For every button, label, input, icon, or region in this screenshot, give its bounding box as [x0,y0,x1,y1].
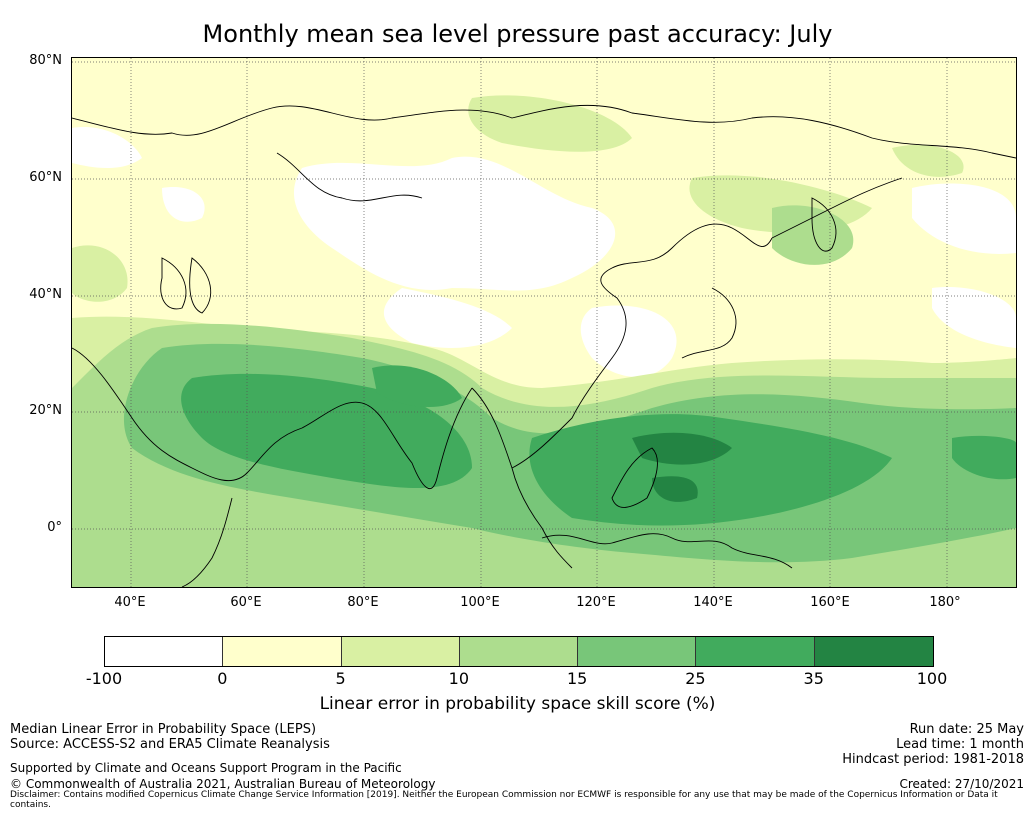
region-skill-10-15 [772,205,854,265]
chart-title: Monthly mean sea level pressure past acc… [202,20,833,48]
colorbar-segment [814,637,933,666]
colorbar-tick-label: 5 [335,669,346,688]
footer-method: Median Linear Error in Probability Space… [10,722,317,737]
footer-hindcast: Hindcast period: 1981-2018 [842,752,1024,767]
colorbar-tick-label: 35 [803,669,824,688]
colorbar-segment [578,637,697,666]
region-low-skill [932,287,1016,348]
footer-disclaimer: Disclaimer: Contains modified Copernicus… [10,790,998,810]
colorbar-tick-label: 15 [566,669,588,688]
region-skill-5-10 [892,144,964,177]
region-low-skill [383,288,512,348]
colorbar-segment [341,637,460,666]
lon-label-100e: 100°E [460,595,500,610]
footer-support: Supported by Climate and Oceans Support … [10,761,402,775]
footer-right-block: Run date: 25 May Lead time: 1 month Hind… [842,722,1024,767]
footer-created: Created: 27/10/2021 [899,777,1024,791]
lon-label-160e: 160°E [810,595,850,610]
skill-map-canvas [72,58,1016,587]
colorbar-tick-label: 10 [448,669,470,688]
region-low-skill [580,305,677,377]
colorbar-tick-label: 25 [685,669,706,688]
lat-label-60n: 60°N [29,170,62,185]
lat-label-20n: 20°N [29,403,62,418]
lon-label-80e: 80°E [347,595,379,610]
region-skill-35-100 [652,476,698,502]
footer-source: Source: ACCESS-S2 and ERA5 Climate Reana… [10,737,330,752]
lat-label-80n: 80°N [29,53,62,68]
region-low-skill [162,187,205,222]
colorbar-tick-label: 0 [217,669,228,688]
lat-label-0: 0° [47,520,62,535]
colorbar-label: Linear error in probability space skill … [319,694,716,714]
region-low-skill [72,127,142,168]
colorbar-segment [223,637,342,666]
colorbar-segment [696,637,815,666]
region-skill-25-35 [952,435,1016,480]
lon-label-120e: 120°E [576,595,616,610]
region-low-skill [293,156,616,291]
footer-support-block: Supported by Climate and Oceans Support … [10,761,402,776]
gridlines [72,58,1016,587]
coastlines [72,104,1016,587]
region-skill-5-10 [468,95,632,152]
region-skill-25-35 [529,414,892,526]
region-skill-25-35 [372,365,462,408]
footer-run-date: Run date: 25 May [909,722,1024,737]
lat-label-40n: 40°N [29,287,62,302]
colorbar-tick-label: 100 [916,669,948,688]
lon-label-180: 180° [929,595,961,610]
skill-map [71,57,1017,588]
region-low-skill [912,183,1016,254]
lon-label-60e: 60°E [230,595,262,610]
region-skill-5-10 [72,245,128,302]
footer-left-block: Median Linear Error in Probability Space… [10,722,330,752]
colorbar-segment [105,637,224,666]
colorbar-segment [459,637,579,666]
lon-label-140e: 140°E [693,595,733,610]
footer-lead-time: Lead time: 1 month [896,737,1024,752]
lon-label-40e: 40°E [114,595,146,610]
colorbar-tick-label: -100 [85,669,123,688]
colorbar [104,636,934,667]
footer-copyright: © Commonwealth of Australia 2021, Austra… [10,777,436,791]
